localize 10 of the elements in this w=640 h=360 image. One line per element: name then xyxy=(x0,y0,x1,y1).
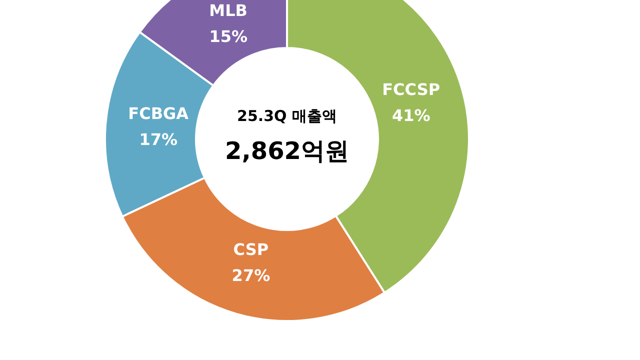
text: 2,862억원 xyxy=(225,137,349,166)
slice-label: MLB xyxy=(209,1,248,20)
text: 25.3Q 매출액 xyxy=(237,106,337,125)
data-label: 41% xyxy=(392,106,430,126)
slice-label: CSP xyxy=(233,240,269,260)
slice-label: FCCSP xyxy=(382,80,440,100)
slice-label: FCBGA xyxy=(128,104,190,123)
data-label: 27% xyxy=(232,266,270,286)
data-label: 15% xyxy=(209,27,248,46)
data-label: 17% xyxy=(139,130,178,149)
